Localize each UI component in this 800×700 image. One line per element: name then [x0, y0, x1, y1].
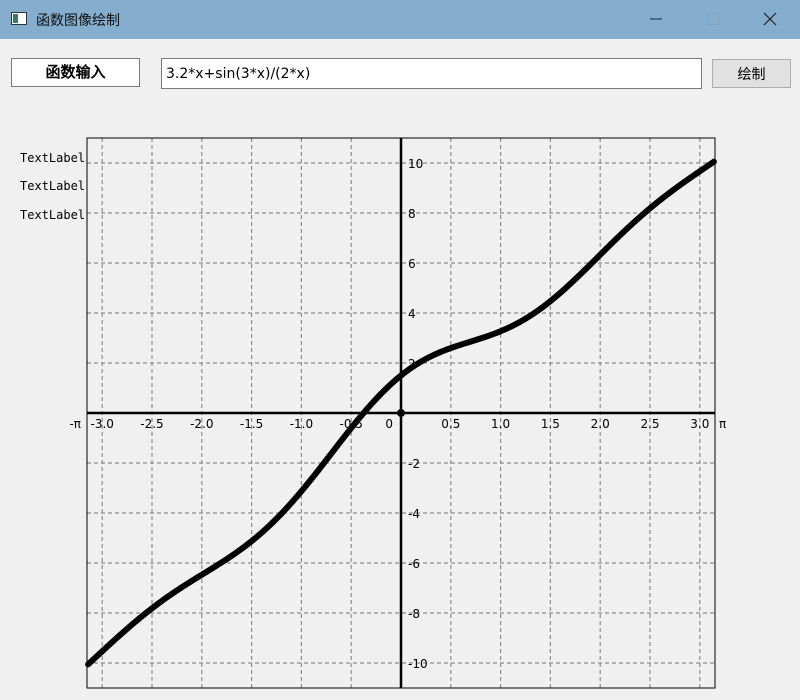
close-button[interactable]: [747, 0, 793, 39]
x-tick-label: -1.5: [240, 417, 263, 431]
function-curve: [85, 158, 717, 668]
close-icon: [763, 12, 777, 26]
window-title: 函数图像绘制: [36, 13, 120, 29]
x-tick-label: -2.5: [140, 417, 163, 431]
y-tick-label: -10: [408, 657, 428, 671]
x-tick-label: π: [719, 417, 726, 431]
x-tick-label: -π: [69, 417, 81, 431]
x-tick-label: 2.0: [591, 417, 610, 431]
minimize-icon: [650, 18, 662, 20]
y-tick-label: -6: [408, 557, 420, 571]
text-label-3: TextLabel: [20, 208, 86, 222]
draw-button[interactable]: 绘制: [712, 59, 791, 88]
x-tick-label: -2.0: [190, 417, 213, 431]
function-input-label: 函数输入: [11, 58, 140, 87]
x-tick-label: -3.0: [90, 417, 113, 431]
maximize-button[interactable]: [690, 0, 736, 39]
tick-labels: -π -3.0 -2.5 -2.0 -1.5 -1.0 -0.5 0 0.5 1.0 1.5 2.0 2…: [69, 157, 726, 671]
y-tick-label: -4: [408, 507, 420, 521]
title-bar: 函数图像绘制: [0, 0, 800, 39]
y-tick-label: -2: [408, 457, 420, 471]
text-label-2: TextLabel: [20, 179, 86, 193]
y-tick-label: -8: [408, 607, 420, 621]
x-tick-label: 0: [385, 417, 393, 431]
maximize-icon: [707, 13, 719, 25]
x-tick-label: 1.5: [541, 417, 560, 431]
x-tick-label: 1.0: [491, 417, 510, 431]
function-input[interactable]: [161, 58, 702, 89]
y-tick-label: 10: [408, 157, 423, 171]
y-tick-label: 8: [408, 207, 416, 221]
x-tick-label: -1.0: [290, 417, 313, 431]
y-tick-label: 6: [408, 257, 416, 271]
x-tick-label: 3.0: [690, 417, 709, 431]
x-tick-label: 2.5: [640, 417, 659, 431]
minimize-button[interactable]: [633, 0, 679, 39]
y-tick-label: 4: [408, 307, 416, 321]
text-label-1: TextLabel: [20, 151, 86, 165]
x-tick-label: 0.5: [441, 417, 460, 431]
app-window-icon: [11, 12, 27, 25]
origin-point: [397, 409, 405, 417]
